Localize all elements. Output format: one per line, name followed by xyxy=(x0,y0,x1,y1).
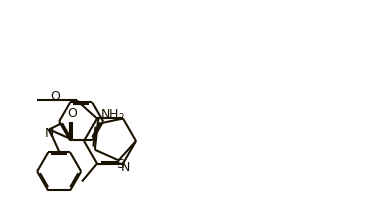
Text: S: S xyxy=(117,158,125,171)
Text: O: O xyxy=(50,90,60,103)
Text: N: N xyxy=(120,161,130,174)
Text: O: O xyxy=(67,107,77,120)
Text: NH$_2$: NH$_2$ xyxy=(100,108,125,123)
Text: N: N xyxy=(44,127,54,140)
